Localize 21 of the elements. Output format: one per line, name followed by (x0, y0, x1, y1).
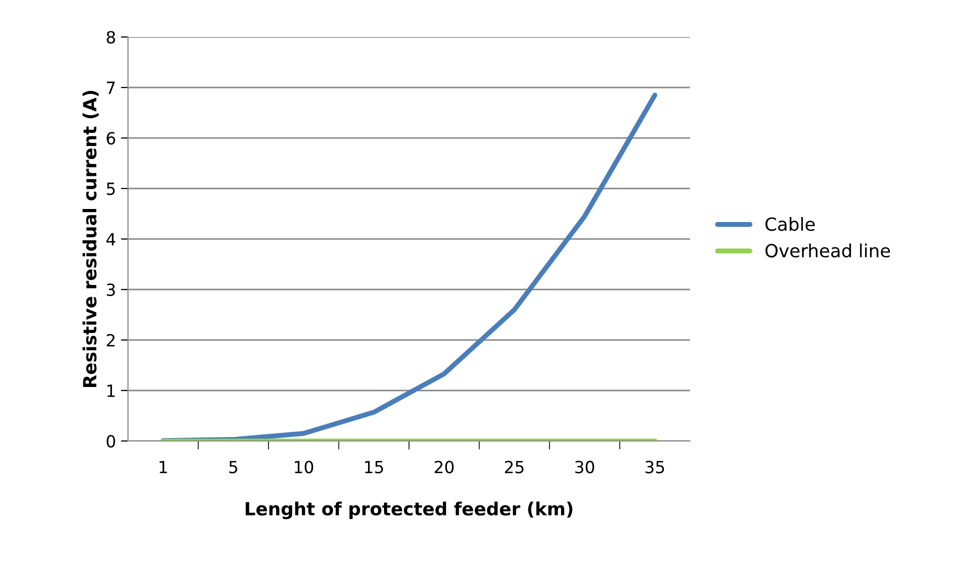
y-tick-label: 6 (106, 132, 116, 145)
x-tick-label: 15 (365, 460, 384, 474)
y-tick-label: 0 (106, 434, 116, 448)
x-tick-label: 35 (646, 460, 664, 474)
legend-label: Cable (765, 217, 815, 231)
x-tick-label: 20 (434, 460, 454, 474)
x-tick-label: 10 (294, 460, 314, 474)
y-tick-label: 4 (106, 233, 116, 246)
y-axis-title: Resistive residual current (A) (82, 90, 99, 388)
x-tick-label: 5 (229, 460, 238, 474)
x-tick-label: 30 (575, 460, 594, 474)
y-tick-label: 3 (106, 283, 115, 296)
x-axis-title: Lenght of protected feeder (km) (246, 502, 572, 520)
legend-label: Overhead line (765, 244, 890, 258)
y-tick-label: 8 (106, 30, 116, 44)
y-tick-label: 7 (106, 82, 115, 94)
x-tick-label: 1 (160, 460, 167, 474)
y-tick-label: 1 (107, 384, 115, 397)
x-tick-label: 25 (504, 460, 524, 474)
y-tick-label: 5 (106, 182, 115, 196)
y-tick-label: 2 (106, 334, 115, 346)
